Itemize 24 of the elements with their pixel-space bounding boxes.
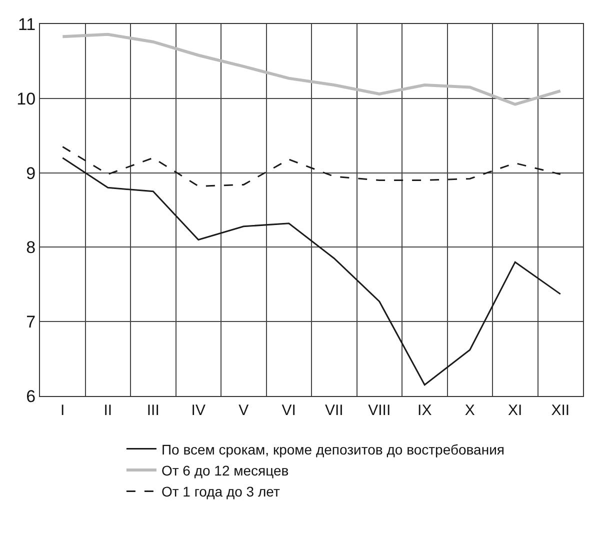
x-tick-label: V (238, 402, 249, 419)
x-tick-label: IX (418, 402, 432, 419)
line-series (61, 32, 562, 106)
legend-label: По всем срокам, кроме депозитов до востребования (161, 441, 504, 458)
x-tick-label: II (104, 402, 112, 419)
x-tick-label: XII (551, 402, 570, 419)
y-tick-label: 10 (16, 89, 36, 108)
x-tick-label: XI (508, 402, 522, 419)
x-tick-label: IV (191, 402, 206, 419)
y-tick-label: 7 (26, 312, 36, 332)
line-series (62, 146, 562, 187)
y-tick-label: 6 (26, 386, 36, 406)
x-tick-label: III (146, 402, 160, 419)
y-tick-label: 11 (18, 14, 36, 34)
x-tick-label: VII (324, 402, 344, 419)
line-series (62, 157, 562, 386)
y-tick-label: 9 (26, 164, 36, 183)
legend-label: От 6 до 12 месяцев (161, 462, 289, 478)
x-tick-label: I (60, 402, 65, 419)
x-tick-label: VI (282, 402, 296, 419)
x-tick-label: VIII (368, 402, 391, 419)
legend-label: От 1 года до 3 лет (161, 484, 280, 500)
x-tick-label: X (464, 402, 475, 419)
y-tick-label: 8 (26, 238, 36, 258)
